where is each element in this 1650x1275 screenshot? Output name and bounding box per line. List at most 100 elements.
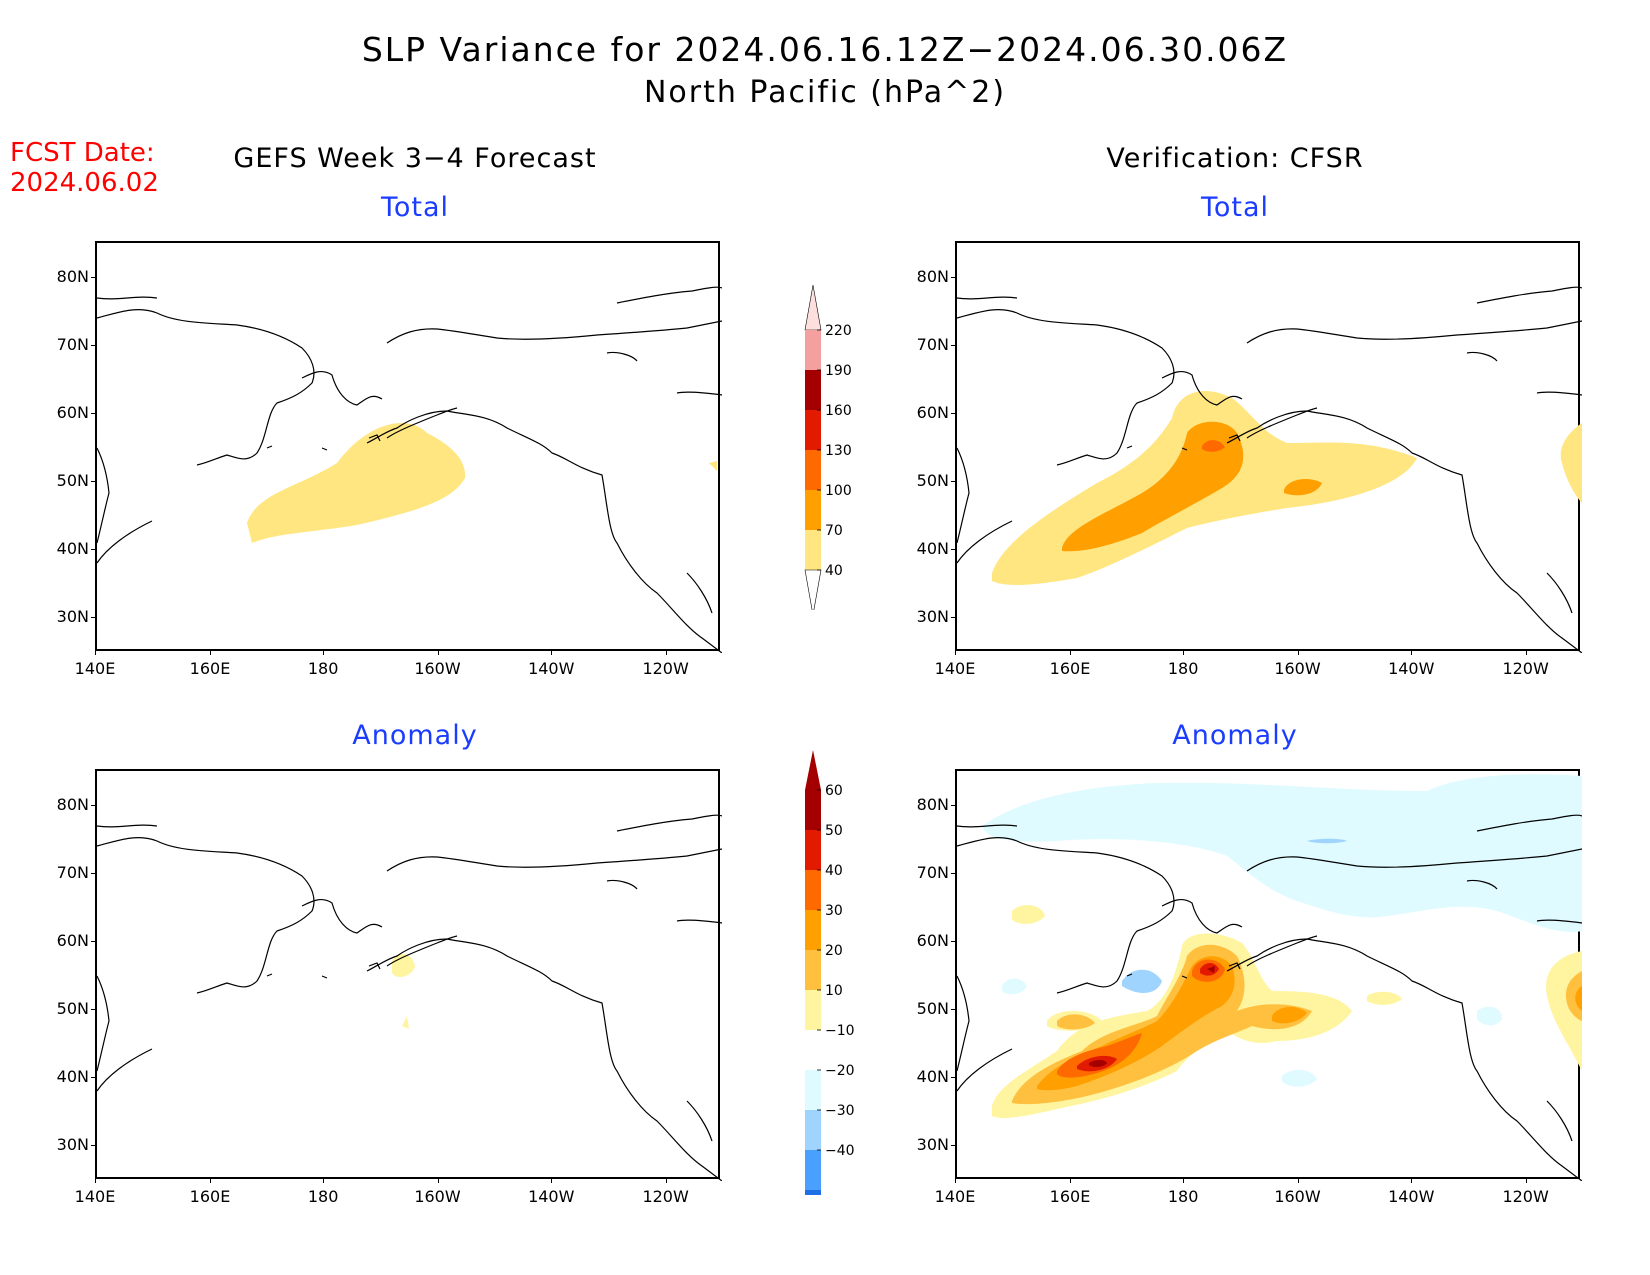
lon-tick-label: 120W <box>1502 1187 1549 1206</box>
coastline-segment <box>1126 973 1133 977</box>
colorbar-segment <box>805 1150 821 1190</box>
colorbar-segment <box>805 530 821 570</box>
colorbar-segment <box>805 910 821 950</box>
coastline-segment <box>97 520 153 564</box>
lat-tick-mark <box>91 480 96 482</box>
coastline-segment <box>1246 320 1582 344</box>
lat-tick-label: 80N <box>916 794 949 814</box>
lat-tick-mark <box>91 1076 96 1078</box>
map-forecast-anomaly <box>97 814 722 1181</box>
coastline-segment <box>957 309 1175 466</box>
colorbar-bottom-triangle <box>804 569 822 610</box>
lon-tick-label: 180 <box>307 1187 339 1206</box>
lon-tick-label: 140E <box>74 659 116 678</box>
fill-70-verification-total <box>1062 421 1244 552</box>
lon-tick-label: 140E <box>74 1187 116 1206</box>
lat-tick-mark <box>951 480 956 482</box>
fill-a30-verification-east <box>1272 1006 1307 1024</box>
coastline-segment <box>1181 447 1188 451</box>
lon-tick-label: 160E <box>1049 1187 1091 1206</box>
lat-tick-mark <box>91 413 96 415</box>
lat-tick-label: 80N <box>56 266 89 286</box>
colorbar-anomaly-label: 40 <box>825 863 843 879</box>
lon-tick-mark <box>1411 649 1413 655</box>
lat-tick-label: 70N <box>56 862 89 882</box>
lat-tick-mark <box>91 1144 96 1146</box>
colorbar-anomaly-label: 20 <box>825 943 843 959</box>
map-panel-forecast-anomaly <box>95 769 722 1181</box>
lat-tick-label: 30N <box>56 1134 89 1154</box>
lat-tick-mark <box>91 804 96 806</box>
lat-tick-mark <box>951 1076 956 1078</box>
lat-tick-mark <box>951 1008 956 1010</box>
lon-tick-mark <box>323 1177 325 1183</box>
fill-a10-forecast-small <box>402 1016 409 1029</box>
anomaly-label-forecast: Anomaly <box>352 720 478 751</box>
lon-tick-mark <box>1525 649 1527 655</box>
lat-tick-mark <box>951 1144 956 1146</box>
coastline-segment <box>1126 445 1133 449</box>
lon-tick-label: 140W <box>528 1187 575 1206</box>
lon-tick-mark <box>955 1177 956 1183</box>
lat-tick-label: 40N <box>916 538 949 558</box>
colorbar-total-label: 70 <box>825 523 843 539</box>
lat-tick-label: 60N <box>56 403 89 423</box>
lon-tick-label: 160E <box>189 659 231 678</box>
colorbar-segment <box>805 870 821 910</box>
map-verification-anomaly <box>957 774 1582 1181</box>
colorbar-segment <box>805 330 821 370</box>
lon-tick-mark <box>1183 1177 1185 1183</box>
colorbar-top-triangle <box>805 750 821 790</box>
coastline-segment <box>97 975 110 1072</box>
coastline-segment <box>1228 434 1241 442</box>
coastline-segment <box>1161 898 1243 934</box>
lon-tick-label: 160W <box>1274 659 1321 678</box>
lon-tick-mark <box>1297 649 1299 655</box>
lat-tick-mark <box>91 548 96 550</box>
coastline-segment <box>1161 370 1243 406</box>
lat-tick-mark <box>91 344 96 346</box>
lat-tick-label: 80N <box>56 794 89 814</box>
colorbar-total: 220 190 160 130 100 70 40 <box>804 284 852 610</box>
colorbar-segment <box>805 1110 821 1150</box>
fill-a10-verification-patch <box>1367 991 1402 1005</box>
lat-tick-mark <box>91 276 96 278</box>
colorbar-segment <box>805 990 821 1030</box>
fill-a10-verification-small <box>1012 904 1045 924</box>
lon-tick-label: 120W <box>642 1187 689 1206</box>
lon-tick-label: 160W <box>1274 1187 1321 1206</box>
lon-tick-mark <box>210 1177 211 1183</box>
colorbar-anomaly-label: −30 <box>825 1103 855 1119</box>
lon-tick-mark <box>95 649 96 655</box>
coastline-segment <box>957 520 1013 564</box>
colorbar-anomaly-label: 10 <box>825 983 843 999</box>
coastline-segment <box>606 879 638 890</box>
total-label-verification: Total <box>1200 192 1270 223</box>
colorbar-segment <box>805 1030 821 1070</box>
lat-tick-mark <box>951 941 956 943</box>
fill-n10-verification-arctic <box>982 774 1582 932</box>
coastline-segment <box>957 824 1018 828</box>
lat-tick-label: 30N <box>56 606 89 626</box>
lon-tick-mark <box>1070 649 1071 655</box>
map-verification-total <box>957 286 1582 653</box>
colorbar-segment <box>805 790 821 830</box>
coastline-segment <box>1228 962 1241 970</box>
coastline-segment <box>97 296 158 300</box>
coastline-segment <box>321 447 328 451</box>
coastline-segment <box>366 938 722 1181</box>
coastline-verification-total <box>957 286 1582 653</box>
fill-a20-verification-edge <box>1565 971 1582 1021</box>
lat-tick-mark <box>951 344 956 346</box>
colorbar-anomaly-label: 50 <box>825 823 843 839</box>
coastline-segment <box>1181 975 1188 979</box>
coastline-forecast-anomaly <box>97 814 722 1181</box>
coastline-segment <box>1246 935 1318 967</box>
map-panel-forecast-total <box>95 241 722 653</box>
lat-tick-mark <box>91 941 96 943</box>
coastline-segment <box>957 447 970 544</box>
lon-tick-mark <box>1070 1177 1071 1183</box>
lat-tick-mark <box>91 1008 96 1010</box>
colorbar-total-label: 130 <box>825 443 852 459</box>
lat-tick-mark <box>91 616 96 618</box>
